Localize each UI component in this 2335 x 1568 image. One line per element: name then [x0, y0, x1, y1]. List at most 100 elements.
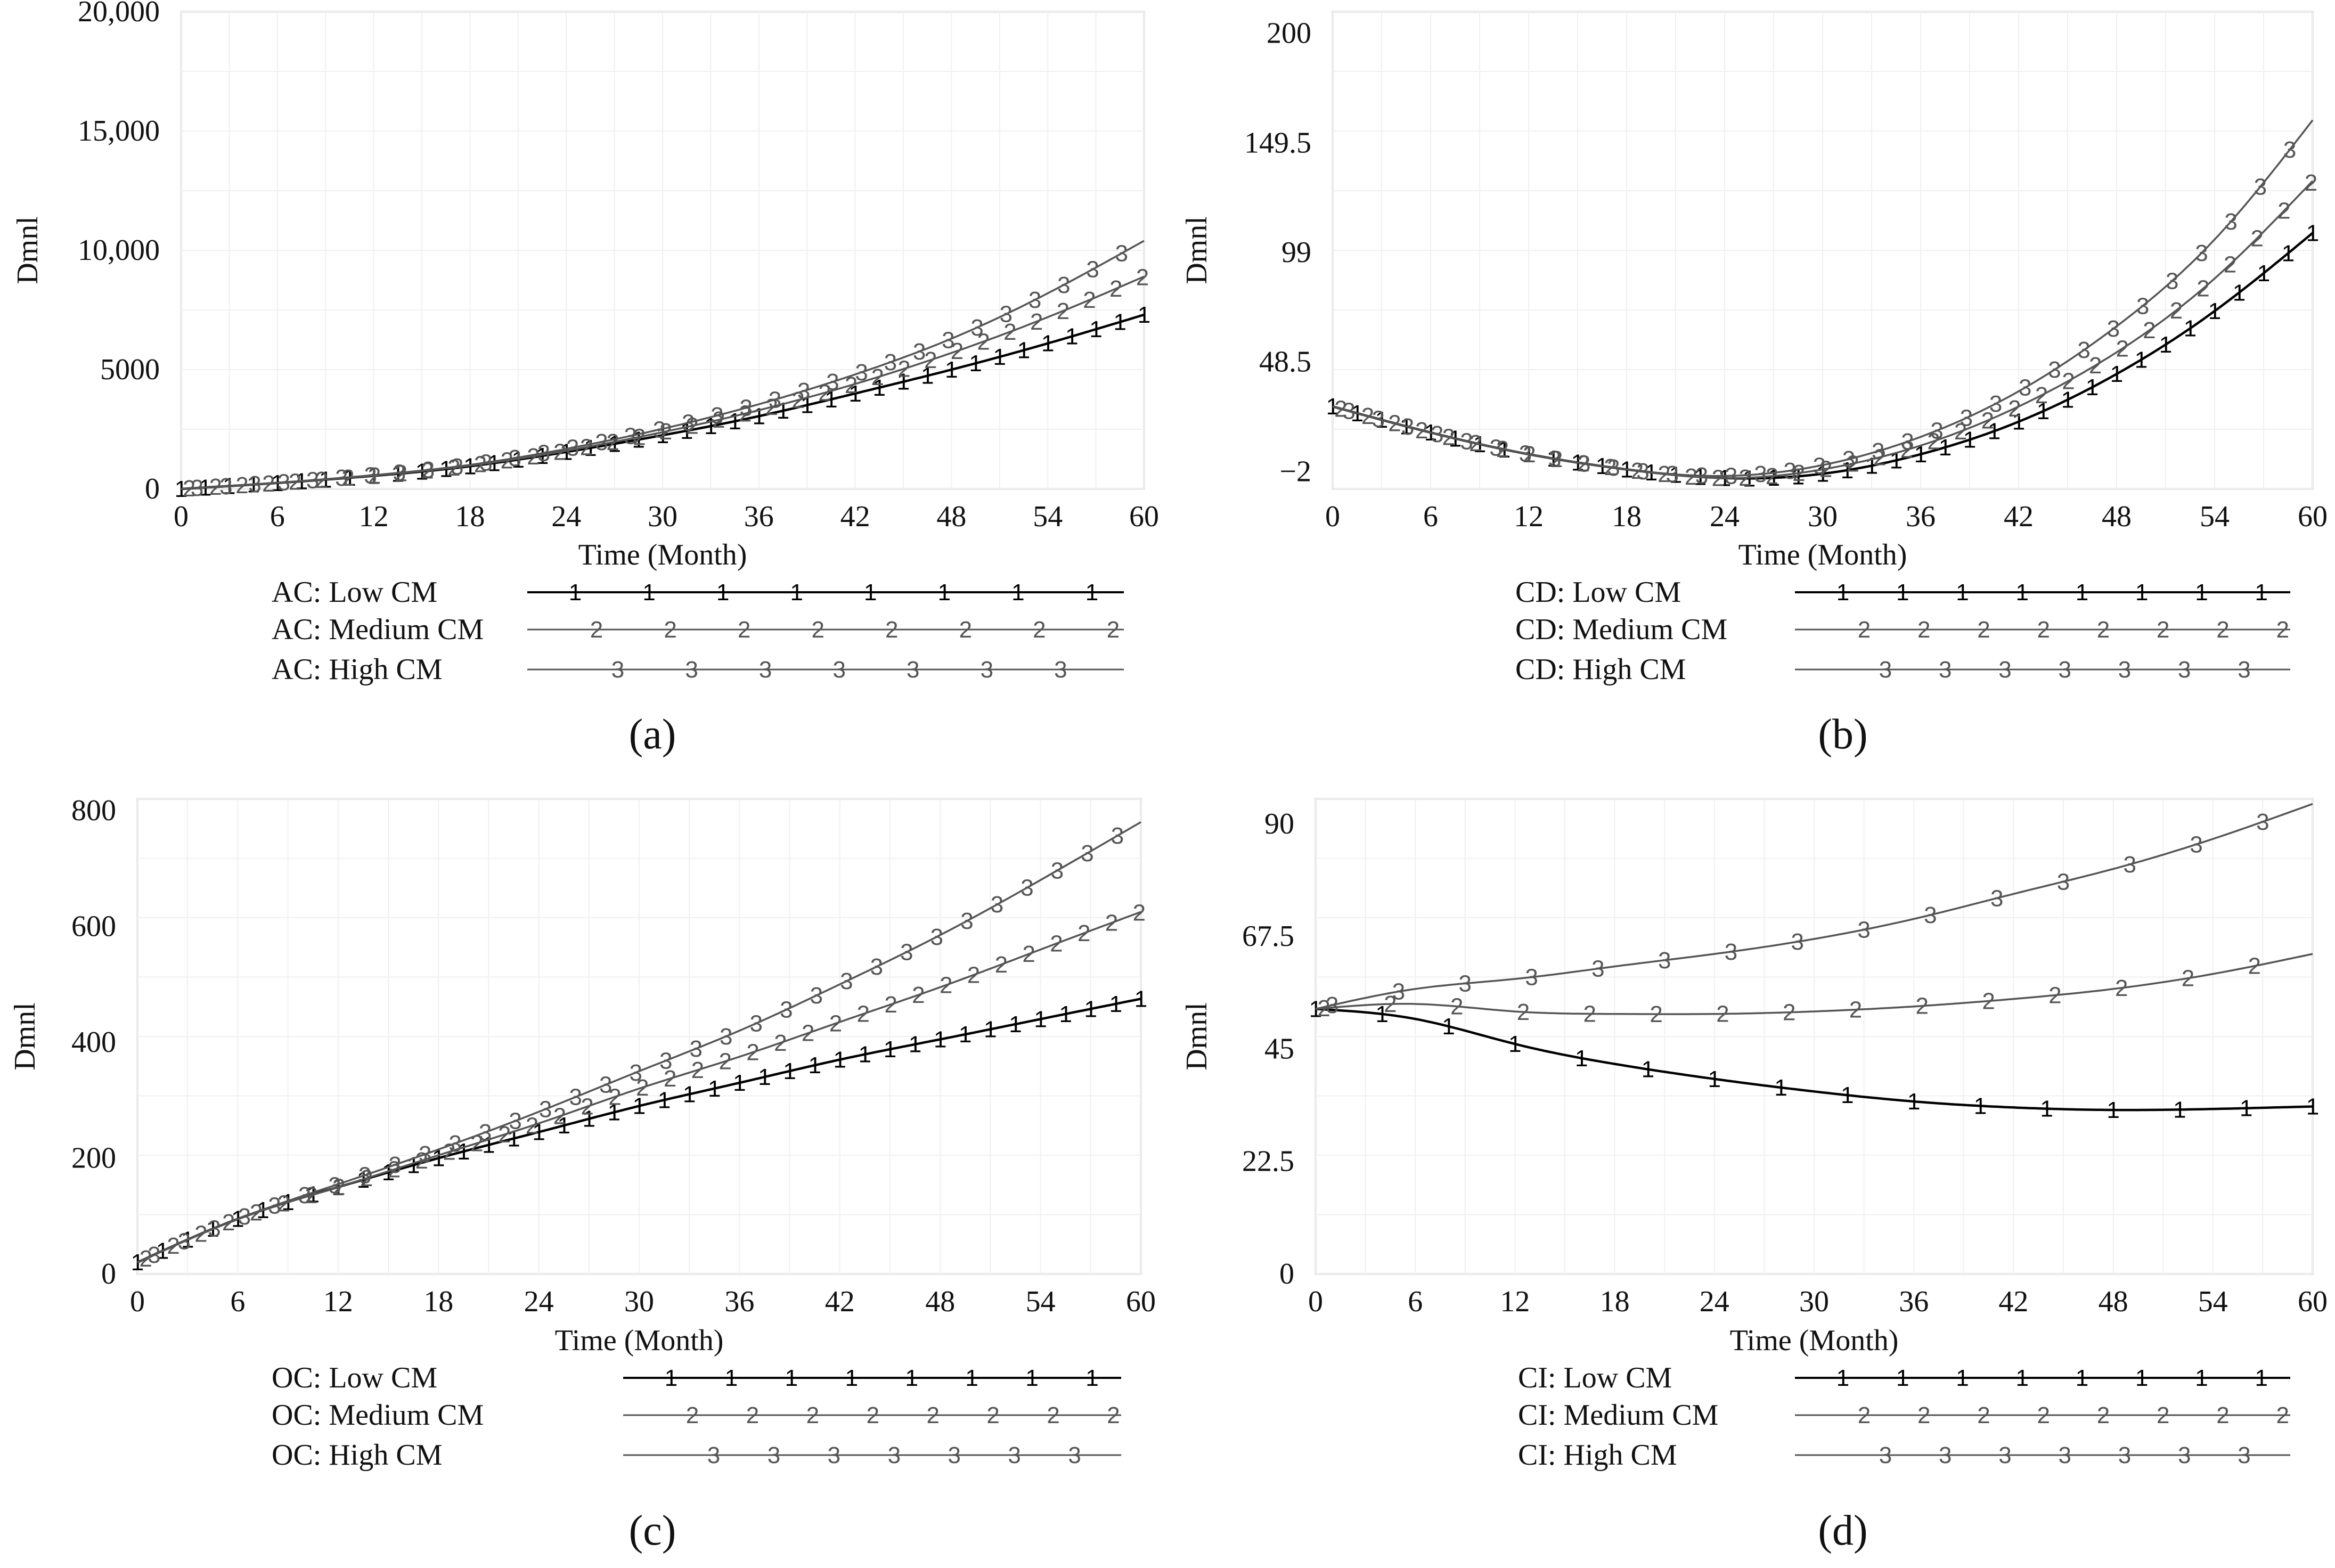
x-tick-label: 54 — [1033, 500, 1063, 533]
x-tick-label: 42 — [2004, 500, 2034, 533]
x-tick-label: 42 — [1998, 1285, 2028, 1318]
series-marker-1: 1 — [2240, 1096, 2252, 1122]
legend-marker-1: 1 — [864, 579, 877, 606]
legend-marker-1: 1 — [1085, 579, 1098, 606]
series-marker-3: 3 — [1960, 405, 1973, 431]
legend-marker-3: 3 — [888, 1442, 901, 1468]
legend-marker-3: 3 — [611, 657, 624, 683]
y-tick-label: 5000 — [100, 353, 160, 386]
series-marker-3: 3 — [682, 410, 695, 436]
series-marker-1: 1 — [1841, 458, 1854, 484]
series-marker-3: 3 — [1754, 461, 1767, 487]
legend-marker-3: 3 — [2118, 1442, 2131, 1468]
series-marker-1: 1 — [708, 1076, 721, 1102]
series-marker-2: 2 — [415, 1148, 428, 1174]
series-marker-3: 3 — [1591, 956, 1604, 982]
series-marker-1: 1 — [131, 1250, 144, 1276]
series-marker-1: 1 — [2257, 260, 2270, 287]
y-tick-label: 15,000 — [78, 115, 160, 148]
series-marker-2: 2 — [664, 1066, 676, 1092]
series-marker-3: 3 — [855, 360, 868, 386]
series-marker-3: 3 — [2136, 293, 2149, 319]
series-marker-3: 3 — [2254, 174, 2267, 200]
series-marker-3: 3 — [797, 378, 810, 404]
series-marker-2: 2 — [1982, 988, 1995, 1014]
y-tick-label: 67.5 — [1242, 920, 1294, 953]
y-tick-label: 10,000 — [78, 234, 160, 267]
legend-marker-2: 2 — [1917, 617, 1930, 643]
y-axis-title: Dmnl — [1180, 216, 1213, 284]
x-tick-label: 48 — [2099, 1285, 2128, 1318]
series-marker-2: 2 — [2116, 336, 2128, 362]
legend-marker-1: 1 — [2076, 579, 2088, 606]
series-marker-3: 3 — [479, 450, 492, 476]
series-marker-3: 3 — [277, 469, 290, 495]
x-tick-label: 0 — [1308, 1285, 1323, 1318]
series-marker-2: 2 — [1583, 1001, 1596, 1027]
x-tick-label: 36 — [1906, 500, 1936, 533]
legend-marker-3: 3 — [1054, 657, 1067, 683]
series-marker-3: 3 — [537, 440, 550, 467]
series-marker-1: 1 — [808, 1052, 821, 1079]
x-tick-label: 30 — [1799, 1285, 1829, 1318]
legend-marker-3: 3 — [981, 657, 993, 683]
legend-marker-3: 3 — [828, 1442, 840, 1468]
x-tick-label: 42 — [840, 500, 870, 533]
series-marker-2: 2 — [1384, 991, 1397, 1017]
series-marker-1: 1 — [897, 369, 910, 395]
series-marker-3: 3 — [595, 429, 608, 455]
series-marker-1: 1 — [1114, 309, 1126, 336]
legend-marker-1: 1 — [2195, 1365, 2208, 1391]
x-tick-label: 60 — [1126, 1285, 1156, 1318]
series-marker-1: 1 — [457, 1139, 470, 1165]
legend-marker-1: 1 — [716, 579, 729, 606]
series-marker-2: 2 — [1716, 1001, 1729, 1027]
x-tick-label: 48 — [925, 1285, 955, 1318]
panel-b: 0 6 12 18 24 30 36 42 48 54 60−248.599149.5200Time… — [1180, 11, 2328, 758]
series-marker-1: 1 — [921, 363, 934, 389]
x-axis-title: Time (Month) — [555, 1324, 724, 1357]
series-marker-3: 3 — [1989, 391, 2002, 417]
series-marker-3: 3 — [1658, 948, 1671, 974]
legend-marker-1: 1 — [1896, 579, 1909, 606]
x-tick-label: 12 — [323, 1285, 353, 1318]
series-marker-3: 3 — [335, 465, 348, 491]
series-marker-3: 3 — [1578, 451, 1590, 477]
x-tick-label: 6 — [1408, 1285, 1423, 1318]
legend-marker-2: 2 — [959, 617, 972, 643]
series-marker-1: 1 — [608, 1099, 621, 1125]
panel-label: (a) — [629, 711, 676, 758]
series-marker-1: 1 — [2037, 398, 2050, 424]
legend-label: CD: High CM — [1515, 653, 1686, 686]
series-marker-1: 1 — [2040, 1096, 2053, 1122]
legend-marker-3: 3 — [707, 1442, 720, 1468]
x-tick-label: 0 — [174, 500, 189, 533]
legend-marker-1: 1 — [725, 1365, 738, 1391]
series-marker-1: 1 — [753, 403, 765, 429]
series-marker-3: 3 — [1842, 446, 1855, 472]
series-marker-2: 2 — [2089, 353, 2102, 379]
legend-marker-2: 2 — [2216, 617, 2229, 643]
series-marker-3: 3 — [2019, 375, 2031, 401]
legend-label: AC: Low CM — [272, 576, 437, 609]
y-tick-label: 48.5 — [1259, 346, 1311, 379]
y-tick-label: 0 — [145, 472, 160, 505]
series-line-3 — [181, 240, 1145, 490]
series-marker-1: 1 — [1708, 1066, 1721, 1092]
y-axis-title: Dmnl — [9, 1002, 42, 1071]
series-marker-2: 2 — [581, 1094, 593, 1120]
legend-marker-3: 3 — [1939, 1442, 1952, 1468]
legend-marker-1: 1 — [1085, 1365, 1098, 1391]
legend-marker-1: 1 — [785, 1365, 798, 1391]
series-marker-3: 3 — [2124, 852, 2136, 878]
y-tick-label: −2 — [1279, 455, 1311, 488]
series-marker-1: 1 — [873, 375, 886, 401]
series-marker-2: 2 — [553, 439, 566, 465]
series-marker-3: 3 — [2190, 831, 2202, 858]
legend-marker-3: 3 — [2238, 657, 2250, 683]
x-tick-label: 42 — [825, 1285, 855, 1318]
legend-label: CD: Low CM — [1515, 576, 1681, 609]
series-marker-3: 3 — [1115, 241, 1128, 267]
series-marker-2: 2 — [1783, 1000, 1795, 1026]
panel-a: 0 6 12 18 24 30 36 42 48 54 600500010,00015,00020,… — [11, 0, 1159, 758]
